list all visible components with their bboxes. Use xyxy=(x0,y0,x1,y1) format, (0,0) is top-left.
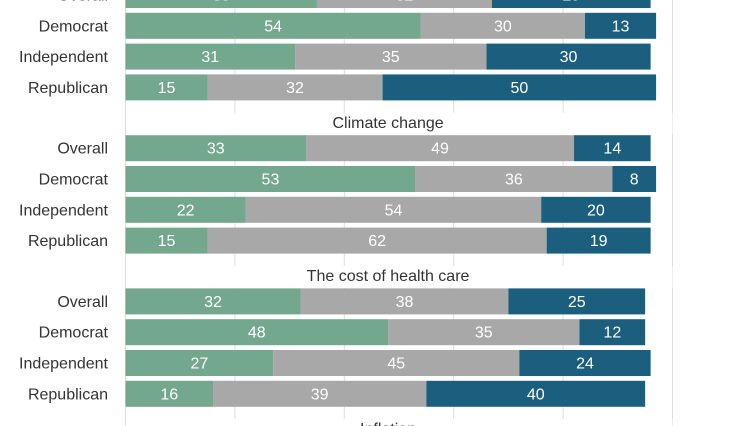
data-label: 16 xyxy=(160,386,178,403)
group-title-band xyxy=(126,112,673,135)
bar-seg-3 xyxy=(579,319,646,346)
bar-seg-2 xyxy=(388,319,580,346)
data-label: 38 xyxy=(396,294,414,311)
category-label: Independent xyxy=(19,49,109,66)
bar-seg-1 xyxy=(125,380,214,407)
bar-seg-1 xyxy=(125,0,317,8)
category-label: Overall xyxy=(57,141,108,158)
data-label: 19 xyxy=(590,233,608,250)
bar-seg-3 xyxy=(382,74,657,101)
bar-seg-3 xyxy=(546,227,651,254)
data-label: 40 xyxy=(527,386,545,403)
labels: Overall 35 32 29 Democrat 54 30 13 Independent 31… xyxy=(19,0,639,426)
bar-seg-1 xyxy=(125,12,421,39)
category-label: Independent xyxy=(19,202,109,219)
data-label: 15 xyxy=(158,233,176,250)
group-title: The cost of health care xyxy=(307,268,470,285)
data-label: 36 xyxy=(505,172,523,189)
data-label: 20 xyxy=(587,202,605,219)
bar-seg-1 xyxy=(125,74,208,101)
data-label: 13 xyxy=(612,18,630,35)
group-title: Inflation xyxy=(360,421,416,426)
bar-seg-2 xyxy=(213,380,427,407)
data-label: 49 xyxy=(431,141,449,158)
data-label: 62 xyxy=(368,233,386,250)
category-label: Democrat xyxy=(39,325,109,342)
data-label: 32 xyxy=(396,0,414,5)
group-title: Climate change xyxy=(332,115,443,132)
bar-seg-2 xyxy=(207,74,383,101)
bar-seg-2 xyxy=(273,350,520,376)
data-label: 35 xyxy=(212,0,230,5)
bar-seg-2 xyxy=(420,12,585,39)
category-label: Democrat xyxy=(39,172,109,189)
data-label: 32 xyxy=(286,80,304,97)
data-label: 48 xyxy=(248,325,266,342)
data-label: 31 xyxy=(201,49,219,66)
data-label: 54 xyxy=(385,202,403,219)
group-title-band xyxy=(126,266,673,288)
bar-seg-1 xyxy=(125,135,307,162)
data-label: 30 xyxy=(494,18,512,35)
data-label: 30 xyxy=(560,49,578,66)
bar-seg-3 xyxy=(519,350,651,376)
category-label: Republican xyxy=(28,80,108,97)
data-label: 15 xyxy=(158,80,176,97)
data-label: 27 xyxy=(190,356,208,373)
bar-seg-1 xyxy=(125,319,389,346)
category-label: Overall xyxy=(57,0,108,5)
bar-seg-1 xyxy=(125,196,246,223)
bar-seg-3 xyxy=(508,288,646,315)
data-label: 32 xyxy=(204,294,222,311)
bar-seg-2 xyxy=(245,196,542,223)
data-label: 45 xyxy=(387,356,405,373)
bar-seg-3 xyxy=(541,196,651,223)
bar-seg-3 xyxy=(491,0,651,8)
data-label: 25 xyxy=(568,294,586,311)
bar-seg-2 xyxy=(207,227,547,254)
bar-seg-2 xyxy=(300,288,509,315)
bars xyxy=(125,0,673,426)
data-label: 54 xyxy=(264,18,282,35)
category-label: Republican xyxy=(28,386,108,403)
data-label: 14 xyxy=(603,141,621,158)
data-label: 8 xyxy=(630,172,639,189)
bar-seg-1 xyxy=(125,227,208,254)
data-label: 53 xyxy=(262,172,280,189)
bar-seg-3 xyxy=(486,43,651,70)
data-label: 22 xyxy=(177,202,195,219)
data-label: 12 xyxy=(603,325,621,342)
category-label: Democrat xyxy=(39,18,109,35)
bar-seg-1 xyxy=(125,288,301,315)
data-label: 29 xyxy=(562,0,580,5)
bar-seg-2 xyxy=(415,166,613,192)
bar-seg-2 xyxy=(295,43,487,70)
bar-seg-3 xyxy=(612,166,657,192)
data-label: 35 xyxy=(382,49,400,66)
data-label: 24 xyxy=(576,356,594,373)
bar-seg-3 xyxy=(574,135,651,162)
bar-seg-2 xyxy=(306,135,575,162)
bar-seg-1 xyxy=(125,350,274,376)
bar-seg-2 xyxy=(316,0,492,8)
data-label: 39 xyxy=(311,386,329,403)
data-label: 50 xyxy=(510,80,528,97)
category-label: Republican xyxy=(28,233,108,250)
data-label: 35 xyxy=(475,325,493,342)
data-label: 33 xyxy=(207,141,225,158)
group-title-band xyxy=(126,419,673,426)
bar-seg-1 xyxy=(125,166,416,192)
bar-seg-1 xyxy=(125,43,296,70)
category-label: Independent xyxy=(19,356,109,373)
bar-seg-3 xyxy=(584,12,657,39)
category-label: Overall xyxy=(57,294,108,311)
bar-seg-3 xyxy=(426,380,646,407)
